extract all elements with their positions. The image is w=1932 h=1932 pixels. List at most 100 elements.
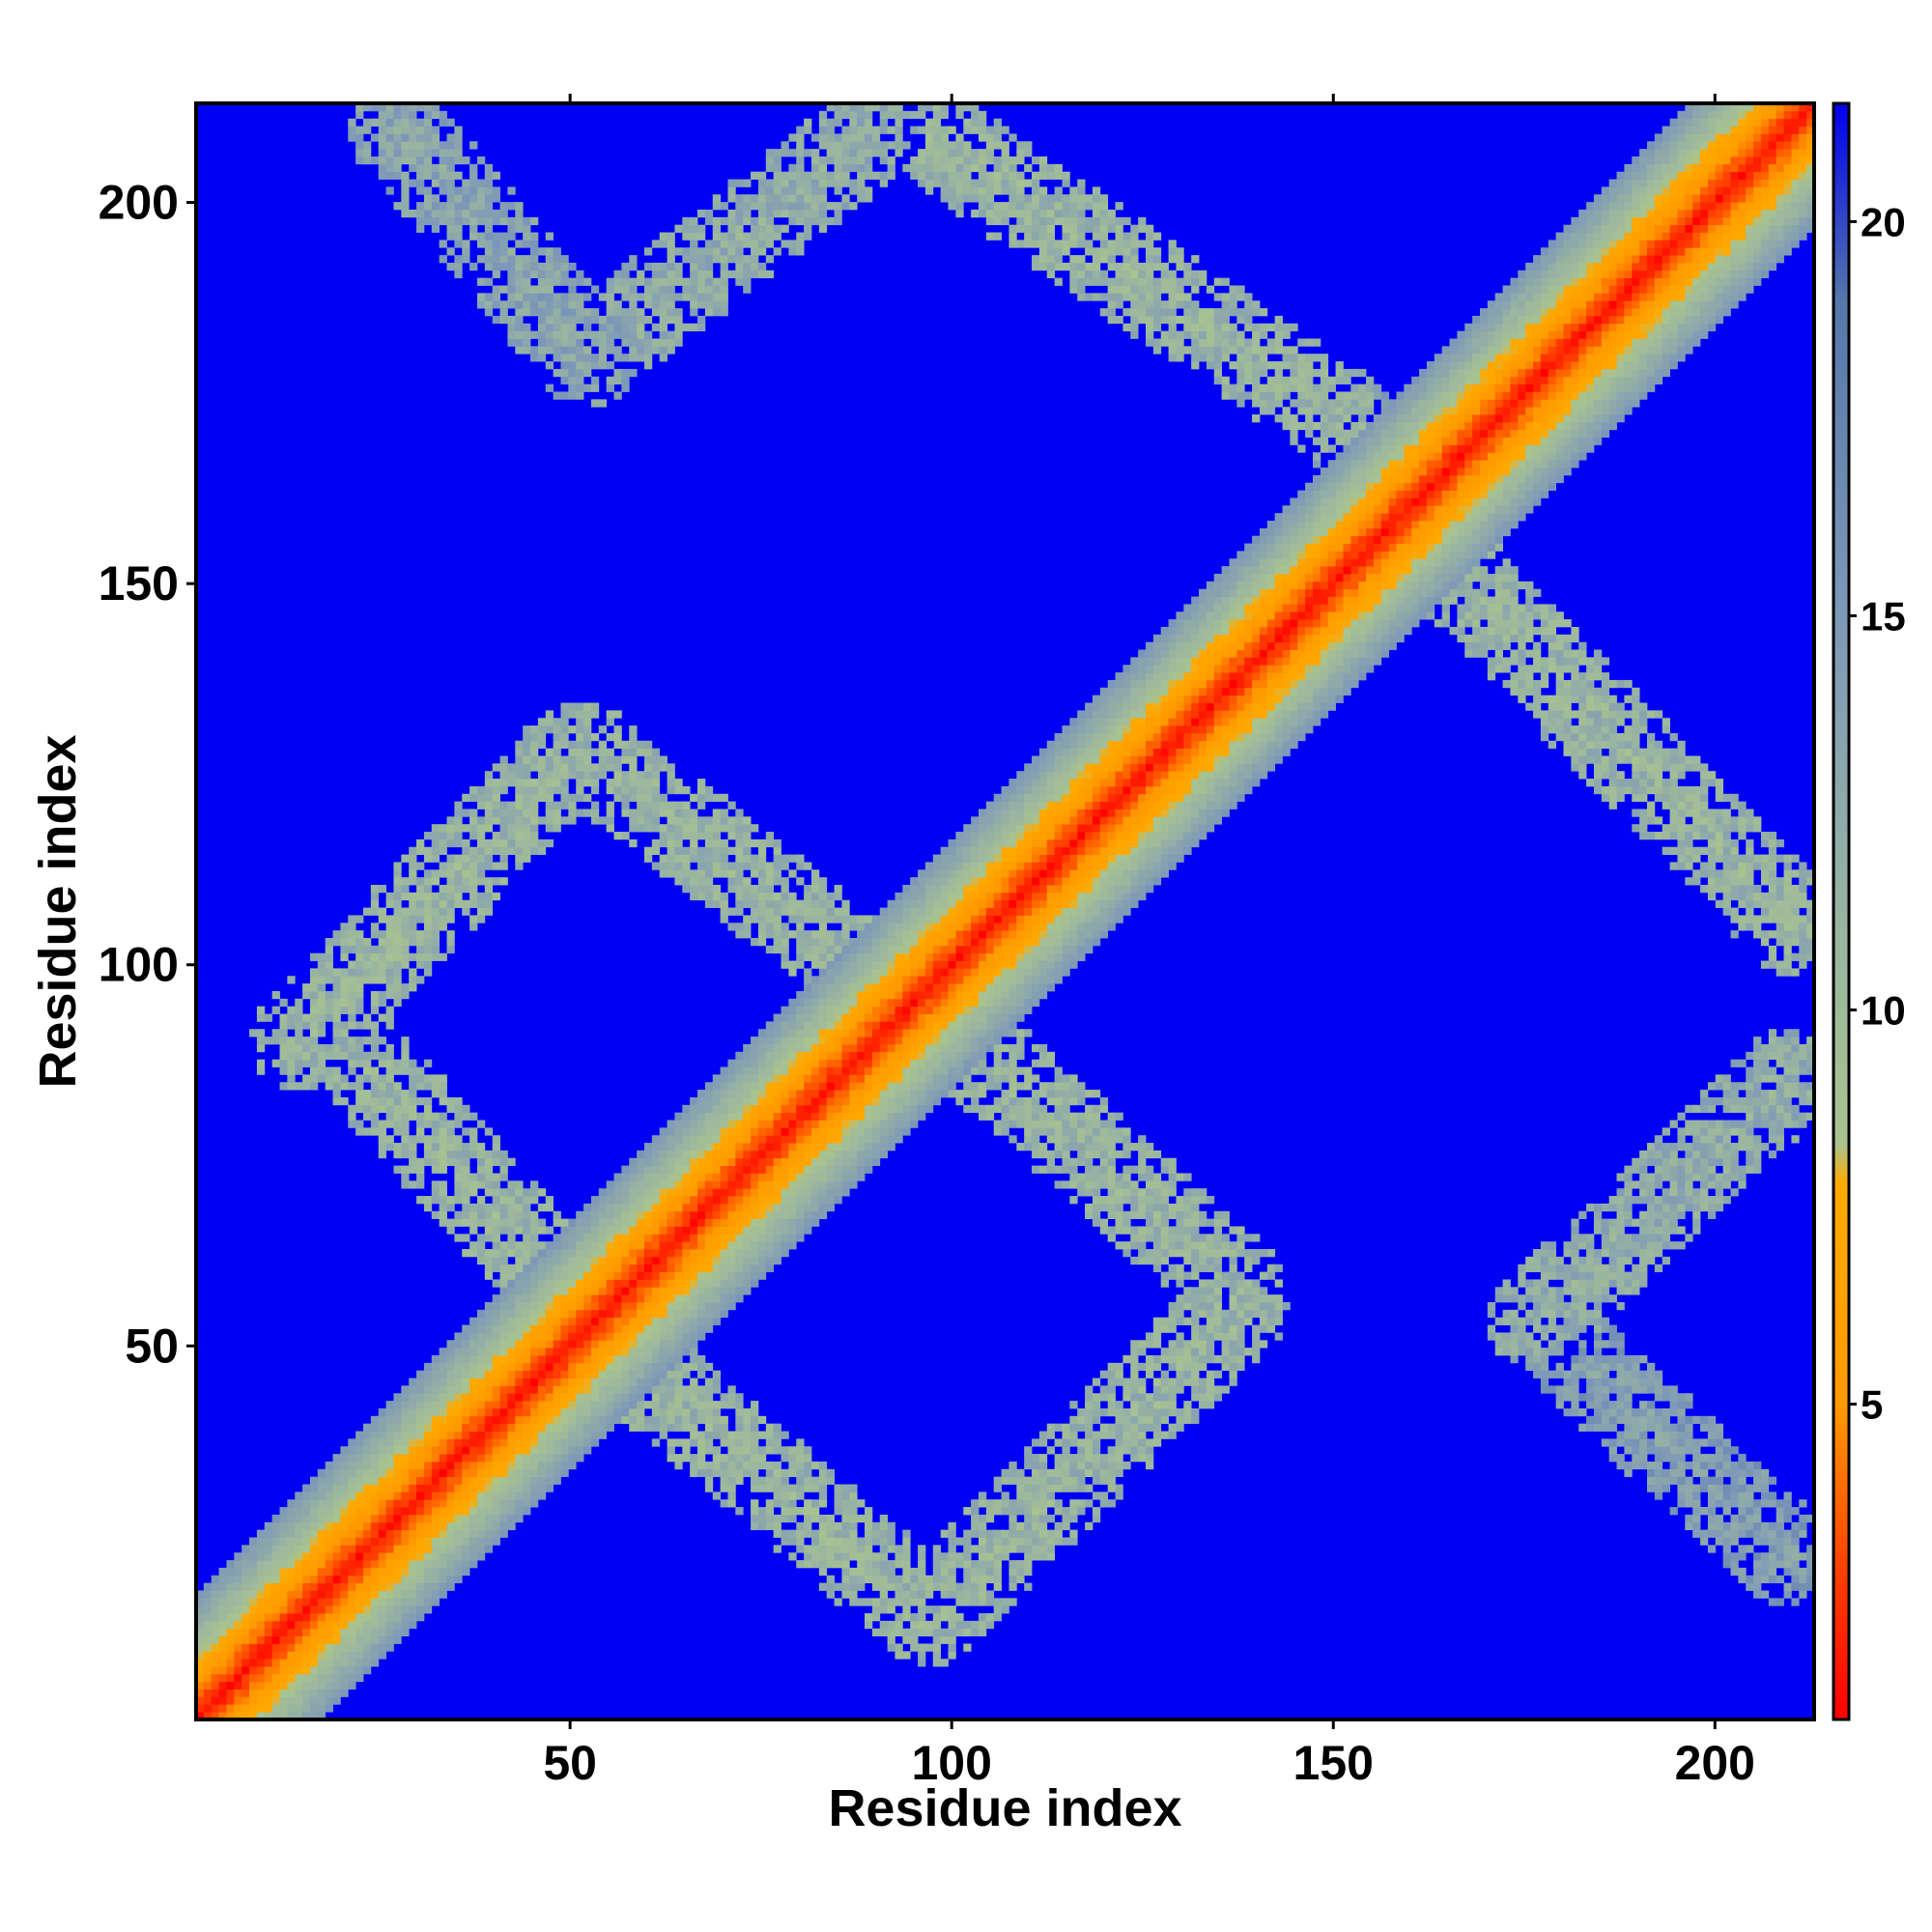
heatmap-cell — [651, 824, 661, 833]
heatmap-cell — [507, 262, 516, 271]
heatmap-cell — [302, 983, 311, 992]
heatmap-cell — [370, 1438, 380, 1447]
heatmap-cell — [674, 1120, 683, 1128]
heatmap-cell — [340, 1074, 349, 1083]
heatmap-cell — [765, 1203, 775, 1212]
heatmap-cell — [340, 1545, 349, 1553]
heatmap-cell — [704, 1324, 714, 1333]
heatmap-cell — [363, 1454, 372, 1463]
heatmap-cell — [560, 361, 569, 370]
heatmap-cell — [393, 1454, 402, 1463]
heatmap-cell — [446, 262, 455, 271]
heatmap-cell — [401, 171, 410, 180]
heatmap-cell — [659, 1309, 668, 1319]
heatmap-cell — [697, 1112, 706, 1121]
heatmap-cell — [720, 1279, 728, 1288]
heatmap-cell — [590, 1348, 600, 1356]
heatmap-cell — [416, 960, 425, 969]
heatmap-cell — [469, 1210, 478, 1219]
heatmap-cell — [499, 1249, 508, 1258]
heatmap-cell — [492, 240, 500, 248]
heatmap-cell — [363, 1013, 372, 1022]
heatmap-cell — [401, 892, 410, 901]
heatmap-cell — [469, 1173, 478, 1181]
heatmap-cell — [340, 945, 349, 954]
heatmap-cell — [598, 816, 608, 825]
heatmap-cell — [690, 240, 698, 248]
heatmap-cell — [507, 1210, 516, 1219]
heatmap-cell — [370, 1651, 380, 1660]
heatmap-cell — [674, 1324, 683, 1333]
heatmap-cell — [226, 1590, 235, 1599]
heatmap-cell — [393, 945, 402, 954]
heatmap-cell — [682, 1150, 691, 1159]
heatmap-cell — [773, 1180, 781, 1189]
heatmap-cell — [651, 1188, 661, 1197]
heatmap-cell — [401, 1173, 410, 1181]
heatmap-cell — [218, 1605, 227, 1614]
heatmap-cell — [446, 1096, 455, 1106]
heatmap-cell — [751, 862, 759, 870]
heatmap-cell — [629, 740, 638, 750]
heatmap-cell — [682, 1120, 691, 1128]
heatmap-cell — [431, 163, 440, 173]
heatmap-cell — [325, 1468, 333, 1478]
heatmap-cell — [735, 899, 744, 908]
heatmap-cell — [507, 1348, 516, 1356]
heatmap-cell — [712, 1468, 721, 1478]
heatmap-cell — [515, 779, 524, 787]
heatmap-cell — [484, 1309, 494, 1319]
heatmap-cell — [256, 1635, 266, 1644]
heatmap-cell — [765, 1446, 775, 1455]
heatmap-cell — [530, 1468, 539, 1478]
heatmap-cell — [568, 1340, 577, 1349]
heatmap-cell — [279, 1598, 288, 1606]
heatmap-cell — [454, 1492, 463, 1500]
heatmap-cell — [629, 748, 638, 756]
heatmap-cell — [523, 854, 531, 863]
heatmap-cell — [439, 1468, 447, 1478]
heatmap-cell — [751, 1157, 759, 1167]
heatmap-cell — [796, 907, 805, 916]
heatmap-cell — [735, 255, 744, 264]
heatmap-cell — [743, 899, 752, 908]
heatmap-cell — [757, 1074, 767, 1083]
heatmap-cell — [537, 1317, 547, 1325]
heatmap-cell — [765, 1127, 775, 1136]
heatmap-cell — [674, 262, 683, 271]
heatmap-cell — [629, 1196, 638, 1205]
heatmap-cell — [226, 1681, 235, 1690]
heatmap-cell — [576, 702, 584, 711]
heatmap-cell — [643, 1203, 653, 1212]
heatmap-cell — [545, 315, 554, 325]
heatmap-cell — [355, 1431, 364, 1439]
heatmap-cell — [416, 1575, 425, 1584]
heatmap-cell — [576, 391, 584, 400]
heatmap-cell — [476, 202, 486, 211]
heatmap-cell — [484, 247, 494, 256]
heatmap-cell — [423, 885, 433, 894]
heatmap-cell — [682, 1302, 691, 1311]
heatmap-cell — [553, 300, 561, 309]
heatmap-cell — [332, 1651, 341, 1660]
heatmap-cell — [484, 1362, 494, 1372]
heatmap-cell — [606, 1340, 614, 1349]
heatmap-cell — [492, 1157, 500, 1167]
heatmap-cell — [393, 1613, 402, 1622]
heatmap-cell — [757, 1037, 767, 1045]
heatmap-cell — [643, 1294, 653, 1303]
heatmap-cell — [606, 1393, 614, 1402]
heatmap-cell — [226, 1635, 235, 1644]
heatmap-cell — [492, 1370, 500, 1378]
heatmap-cell — [492, 838, 500, 848]
heatmap-cell — [492, 171, 500, 180]
heatmap-cell — [499, 308, 508, 317]
heatmap-cell — [416, 1521, 425, 1531]
heatmap-cell — [545, 1249, 554, 1258]
heatmap-cell — [553, 330, 561, 339]
heatmap-cell — [667, 1203, 675, 1212]
heatmap-cell — [682, 277, 691, 286]
heatmap-cell — [545, 1423, 554, 1432]
heatmap-cell — [796, 216, 805, 226]
heatmap-cell — [765, 907, 775, 916]
